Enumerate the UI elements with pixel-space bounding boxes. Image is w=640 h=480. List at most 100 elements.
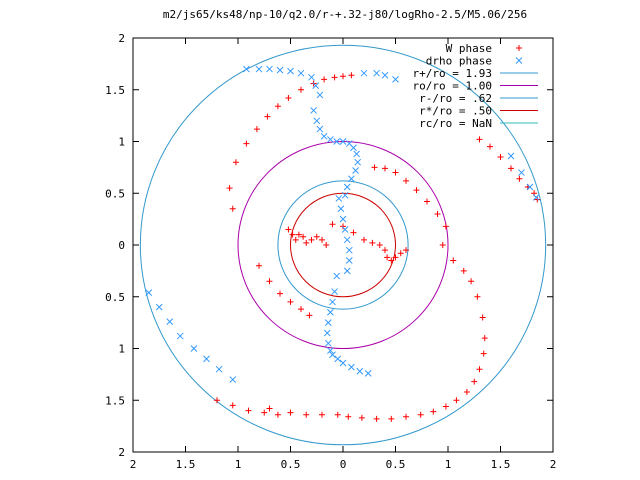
drho-phase-point xyxy=(313,117,321,125)
y-tick-label: 0.5 xyxy=(105,187,125,200)
drho-phase-point xyxy=(166,318,174,325)
drho-phase-point xyxy=(343,183,351,191)
drho-phase-point xyxy=(373,69,380,77)
w-phase-point xyxy=(388,257,395,264)
w-phase-point xyxy=(287,298,294,305)
legend-label: r+/ro = 1.93 xyxy=(413,67,492,80)
w-phase-point xyxy=(350,229,357,236)
w-phase-point xyxy=(471,378,478,385)
drho-phase-point xyxy=(334,355,342,363)
legend-label: ro/ro = 1.00 xyxy=(413,80,492,93)
w-phase-point xyxy=(468,278,475,285)
w-phase-point xyxy=(487,143,493,150)
drho-phase-point xyxy=(229,376,237,383)
drho-phase-point xyxy=(190,345,198,352)
legend-label: drho phase xyxy=(426,55,492,68)
drho-phase-point xyxy=(343,267,351,275)
w-phase-point xyxy=(295,231,302,238)
x-tick-label: 1 xyxy=(445,458,452,471)
drho-phase-point xyxy=(312,82,320,89)
y-tick-label: 2 xyxy=(118,32,125,45)
drho-phase-point xyxy=(348,363,355,371)
w-phase-point xyxy=(476,366,483,373)
drho-phase-point xyxy=(348,175,355,183)
x-tick-label: 0.5 xyxy=(281,458,301,471)
drho-phase-point xyxy=(352,167,359,174)
w-phase-point xyxy=(308,236,315,243)
w-phase-point xyxy=(481,335,488,342)
w-phase-point xyxy=(382,165,388,172)
drho-phase-point xyxy=(341,191,349,199)
w-phase-point xyxy=(463,388,470,395)
drho-phase-point xyxy=(324,319,332,326)
y-tick-label: 0.5 xyxy=(105,291,125,304)
drho-phase-point xyxy=(327,308,334,316)
drho-phase-point xyxy=(323,329,331,337)
drho-phase-point xyxy=(329,298,336,306)
w-phase-point xyxy=(403,177,409,184)
w-phase-point xyxy=(285,226,292,233)
chart-title: m2/js65/ks48/np-10/q2.0/r-+.32-j80/logRh… xyxy=(163,8,527,21)
w-phase-point xyxy=(397,250,404,257)
w-phase-point xyxy=(340,73,346,80)
w-phase-point xyxy=(480,350,487,357)
w-phase-point xyxy=(266,278,273,285)
x-tick-label: 0.5 xyxy=(386,458,406,471)
x-tick-label: 1 xyxy=(235,458,242,471)
x-tick-label: 2 xyxy=(550,458,557,471)
w-phase-point xyxy=(442,403,449,410)
w-phase-point xyxy=(534,196,541,203)
circle-rro xyxy=(139,44,547,446)
w-phase-point xyxy=(358,414,365,421)
w-phase-point xyxy=(371,164,378,171)
drho-phase-point xyxy=(339,359,347,367)
w-phase-point xyxy=(497,154,504,161)
drho-phase-point xyxy=(310,107,317,114)
w-phase-point xyxy=(453,397,460,404)
w-phase-point xyxy=(323,242,330,248)
drho-phase-point xyxy=(333,138,341,145)
w-phase-point xyxy=(306,312,313,319)
legend-marker xyxy=(515,57,523,64)
w-phase-point xyxy=(430,408,437,415)
drho-phase-point xyxy=(526,183,534,191)
y-tick-label: 1 xyxy=(118,136,125,149)
w-phase-point xyxy=(369,239,376,246)
w-phase-point xyxy=(439,242,446,248)
drho-phase-point xyxy=(145,289,153,296)
w-phase-point xyxy=(232,159,239,166)
w-phase-point xyxy=(460,267,467,274)
w-phase-point xyxy=(348,72,355,79)
w-phase-point xyxy=(274,411,281,418)
drho-phase-point xyxy=(333,272,341,280)
w-phase-point xyxy=(373,415,380,422)
w-phase-point xyxy=(450,257,457,264)
w-phase-point xyxy=(388,415,395,422)
y-tick-label: 1.5 xyxy=(105,84,125,97)
drho-phase-point xyxy=(320,132,328,140)
w-phase-point xyxy=(277,290,283,297)
drho-phase-point xyxy=(532,194,540,201)
x-tick-label: 2 xyxy=(130,458,137,471)
w-phase-point xyxy=(345,413,352,420)
w-phase-point xyxy=(413,187,420,194)
w-phase-point xyxy=(417,411,424,418)
x-tick-label: 1.5 xyxy=(491,458,511,471)
w-phase-point xyxy=(403,247,409,254)
drho-phase-point xyxy=(345,257,353,264)
w-phase-point xyxy=(253,126,260,133)
w-phase-point xyxy=(226,185,233,192)
drho-phase-point xyxy=(327,136,334,143)
drho-phase-point xyxy=(343,236,351,244)
drho-phase-point xyxy=(331,288,338,295)
w-phase-point xyxy=(285,95,292,102)
legend-label: r*/ro = .50 xyxy=(419,105,492,118)
circle-rro xyxy=(277,180,409,310)
w-phase-point xyxy=(479,314,486,321)
w-phase-point xyxy=(476,136,483,143)
drho-phase-point xyxy=(215,365,223,373)
y-tick-label: 1 xyxy=(118,343,125,356)
drho-phase-point xyxy=(345,246,353,254)
